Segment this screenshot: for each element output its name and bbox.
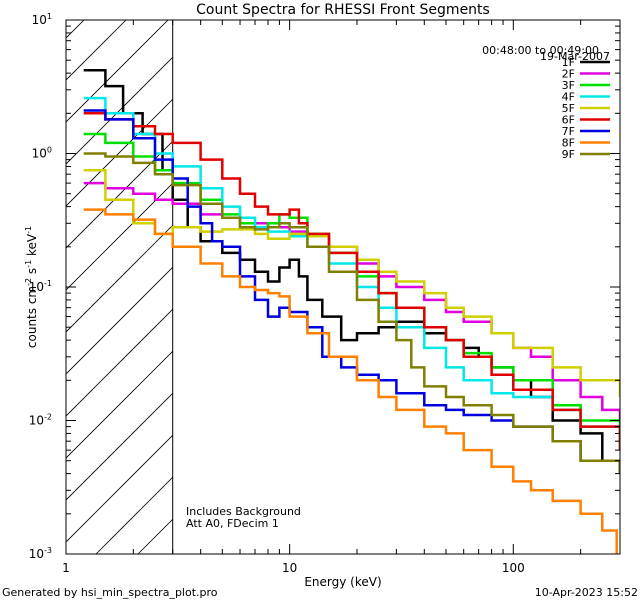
axis-ticks: 1 10 100 10-3 10-2 10-1 100 101 — [29, 12, 621, 575]
excluded-energy-hatch — [0, 0, 620, 554]
y-axis-label: counts cm-2 s-1 keV-1 — [24, 226, 39, 348]
legend-label-3F: 3F — [562, 79, 575, 92]
legend-label-1F: 1F — [562, 56, 575, 69]
footer-generator: Generated by hsi_min_spectra_plot.pro — [2, 586, 218, 599]
legend-label-6F: 6F — [562, 114, 575, 127]
series-group — [83, 69, 620, 554]
x-tick-label: 1 — [62, 561, 70, 575]
y-tick-label: 100 — [32, 146, 52, 161]
legend-label-7F: 7F — [562, 125, 575, 138]
date-label: 19-Mar-2007 — [540, 50, 610, 63]
y-tick-label: 10-3 — [29, 546, 52, 561]
legend-label-4F: 4F — [562, 91, 575, 104]
legend-label-9F: 9F — [562, 148, 575, 161]
hatch-line — [66, 20, 127, 81]
hatch-line — [66, 20, 169, 123]
x-tick-label: 100 — [502, 561, 525, 575]
series-line-8F — [83, 208, 618, 554]
time-range-label: 00:48:00 to 00:49:00 — [482, 44, 599, 57]
legend-label-2F: 2F — [562, 68, 575, 81]
legend-label-8F: 8F — [562, 137, 575, 150]
chart-title: Count Spectra for RHESSI Front Segments — [196, 2, 490, 18]
annotation-background: Includes Background — [186, 505, 301, 518]
x-axis-label: Energy (keV) — [304, 575, 381, 589]
hatch-line — [66, 20, 85, 39]
footer-timestamp: 10-Apr-2023 15:52 — [535, 586, 638, 599]
hatch-line — [66, 20, 211, 165]
y-tick-label: 10-2 — [29, 413, 52, 428]
series-line-9F — [83, 152, 620, 474]
y-tick-label: 10-1 — [29, 279, 52, 294]
y-tick-label: 101 — [32, 12, 52, 27]
legend-label-5F: 5F — [562, 102, 575, 115]
x-tick-label: 10 — [282, 561, 297, 575]
hatch-line — [0, 0, 26, 554]
annotation-attenuator: Att A0, FDecim 1 — [186, 517, 279, 530]
